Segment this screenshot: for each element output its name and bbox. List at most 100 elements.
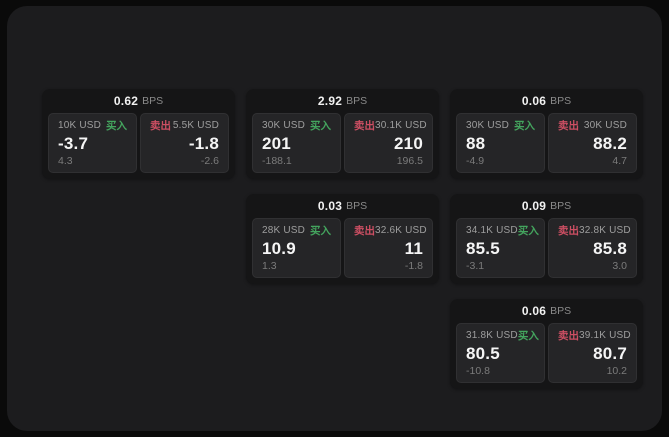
sell-price: 210 [394, 134, 423, 153]
buy-price: -3.7 [58, 134, 89, 153]
buy-delta: -188.1 [262, 154, 292, 167]
sell-delta: 3.0 [612, 259, 627, 272]
buy-button[interactable]: 买入 [310, 120, 331, 132]
sell-button[interactable]: 卖出 [354, 120, 375, 132]
buy-quote-panel[interactable]: 28K USD 买入 10.9 1.3 [252, 218, 341, 278]
buy-price: 10.9 [262, 239, 296, 258]
buy-button[interactable]: 买入 [517, 225, 539, 237]
sell-button[interactable]: 卖出 [558, 225, 579, 237]
sell-button[interactable]: 卖出 [558, 120, 579, 132]
sell-top-row: 卖出 30.1K USD [354, 120, 427, 132]
buy-size: 34.1K USD [466, 225, 518, 237]
sell-button[interactable]: 卖出 [354, 225, 375, 237]
spread-unit: BPS [550, 200, 572, 212]
sell-size: 30K USD [583, 120, 627, 132]
buy-price: 201 [262, 134, 291, 153]
sell-quote-panel[interactable]: 卖出 39.1K USD 80.7 10.2 [548, 323, 637, 383]
buy-top-row: 31.8K USD 买入 [466, 330, 539, 342]
sell-quote-panel[interactable]: 卖出 32.8K USD 85.8 3.0 [548, 218, 637, 278]
buy-quote-panel[interactable]: 30K USD 买入 201 -188.1 [252, 113, 341, 173]
quote-body: 10K USD 买入 -3.7 4.3 卖出 5.5K USD -1.8 -2.… [48, 113, 229, 173]
buy-size: 31.8K USD [466, 330, 518, 342]
spread-header: 0.06 BPS [456, 299, 637, 323]
sell-quote-panel[interactable]: 卖出 32.6K USD 11 -1.8 [344, 218, 433, 278]
main-panel: 0.62 BPS 10K USD 买入 -3.7 4.3 卖出 5.5K USD… [7, 6, 662, 431]
spread-header: 0.03 BPS [252, 194, 433, 218]
buy-size: 30K USD [466, 120, 510, 132]
buy-button[interactable]: 买入 [106, 120, 127, 132]
buy-price: 85.5 [466, 239, 500, 258]
spread-unit: BPS [346, 200, 368, 212]
spread-value: 0.06 [521, 94, 547, 108]
buy-quote-panel[interactable]: 31.8K USD 买入 80.5 -10.8 [456, 323, 545, 383]
sell-top-row: 卖出 39.1K USD [558, 330, 631, 342]
buy-top-row: 28K USD 买入 [262, 226, 331, 237]
spread-value: 0.06 [521, 304, 547, 318]
sell-quote-panel[interactable]: 卖出 30K USD 88.2 4.7 [548, 113, 637, 173]
sell-delta: 4.7 [612, 154, 627, 167]
sell-top-row: 卖出 5.5K USD [150, 121, 219, 132]
sell-price: 85.8 [593, 239, 627, 258]
quote-card: 0.06 BPS 31.8K USD 买入 80.5 -10.8 卖出 39.1… [450, 299, 643, 389]
sell-button[interactable]: 卖出 [558, 330, 579, 342]
quote-card: 0.06 BPS 30K USD 买入 88 -4.9 卖出 30K USD 8… [450, 89, 643, 179]
spread-header: 2.92 BPS [252, 89, 433, 113]
cards-grid: 0.62 BPS 10K USD 买入 -3.7 4.3 卖出 5.5K USD… [42, 89, 643, 389]
buy-quote-panel[interactable]: 34.1K USD 买入 85.5 -3.1 [456, 218, 545, 278]
sell-size: 5.5K USD [172, 120, 219, 132]
buy-delta: -10.8 [466, 364, 490, 377]
spread-value: 0.09 [521, 199, 547, 213]
quote-body: 30K USD 买入 88 -4.9 卖出 30K USD 88.2 4.7 [456, 113, 637, 173]
sell-delta: 10.2 [606, 364, 627, 377]
spread-value: 2.92 [317, 94, 343, 108]
sell-top-row: 卖出 30K USD [558, 121, 627, 132]
buy-delta: 1.3 [262, 259, 277, 272]
quote-card: 0.62 BPS 10K USD 买入 -3.7 4.3 卖出 5.5K USD… [42, 89, 235, 179]
buy-price: 88 [466, 134, 486, 153]
sell-size: 32.6K USD [375, 225, 427, 237]
sell-top-row: 卖出 32.8K USD [558, 225, 631, 237]
buy-top-row: 30K USD 买入 [262, 121, 331, 132]
spread-header: 0.62 BPS [48, 89, 229, 113]
sell-button[interactable]: 卖出 [150, 120, 171, 132]
sell-quote-panel[interactable]: 卖出 30.1K USD 210 196.5 [344, 113, 433, 173]
quote-body: 30K USD 买入 201 -188.1 卖出 30.1K USD 210 1… [252, 113, 433, 173]
quote-card: 0.03 BPS 28K USD 买入 10.9 1.3 卖出 32.6K US… [246, 194, 439, 284]
sell-price: 88.2 [593, 134, 627, 153]
spread-unit: BPS [550, 95, 572, 107]
spread-value: 0.03 [317, 199, 343, 213]
sell-delta: -1.8 [404, 259, 423, 272]
sell-delta: -2.6 [200, 154, 219, 167]
quote-card: 2.92 BPS 30K USD 买入 201 -188.1 卖出 30.1K … [246, 89, 439, 179]
buy-top-row: 30K USD 买入 [466, 121, 535, 132]
quote-card: 0.09 BPS 34.1K USD 买入 85.5 -3.1 卖出 32.8K… [450, 194, 643, 284]
spread-unit: BPS [346, 95, 368, 107]
buy-quote-panel[interactable]: 30K USD 买入 88 -4.9 [456, 113, 545, 173]
buy-button[interactable]: 买入 [514, 120, 535, 132]
quote-body: 28K USD 买入 10.9 1.3 卖出 32.6K USD 11 -1.8 [252, 218, 433, 278]
spread-unit: BPS [142, 95, 164, 107]
sell-delta: 196.5 [396, 154, 423, 167]
sell-quote-panel[interactable]: 卖出 5.5K USD -1.8 -2.6 [140, 113, 229, 173]
spread-unit: BPS [550, 305, 572, 317]
buy-price: 80.5 [466, 344, 500, 363]
buy-delta: -4.9 [466, 154, 485, 167]
buy-button[interactable]: 买入 [517, 330, 539, 342]
buy-top-row: 10K USD 买入 [58, 121, 127, 132]
sell-size: 32.8K USD [579, 225, 631, 237]
spread-header: 0.06 BPS [456, 89, 637, 113]
sell-size: 39.1K USD [579, 330, 631, 342]
spread-header: 0.09 BPS [456, 194, 637, 218]
quote-body: 34.1K USD 买入 85.5 -3.1 卖出 32.8K USD 85.8… [456, 218, 637, 278]
sell-price: 80.7 [593, 344, 627, 363]
sell-top-row: 卖出 32.6K USD [354, 225, 427, 237]
buy-size: 10K USD [58, 120, 102, 132]
buy-button[interactable]: 买入 [310, 225, 331, 237]
buy-quote-panel[interactable]: 10K USD 买入 -3.7 4.3 [48, 113, 137, 173]
buy-top-row: 34.1K USD 买入 [466, 225, 539, 237]
sell-price: -1.8 [188, 134, 219, 153]
buy-size: 30K USD [262, 120, 306, 132]
buy-delta: -3.1 [466, 259, 485, 272]
spread-value: 0.62 [113, 94, 139, 108]
